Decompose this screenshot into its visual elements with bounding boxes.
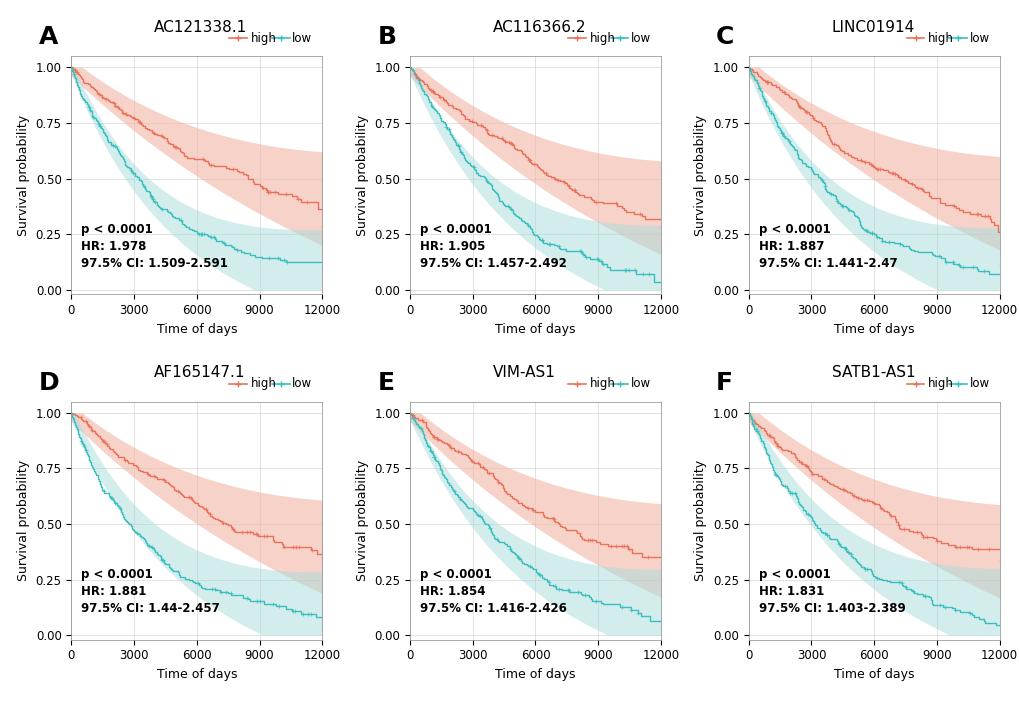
Text: VIM-AS1: VIM-AS1: [492, 365, 555, 380]
Text: high: high: [589, 378, 614, 390]
X-axis label: Time of days: Time of days: [834, 323, 913, 335]
Text: B: B: [377, 25, 396, 49]
Text: low: low: [630, 32, 650, 45]
Text: low: low: [968, 32, 988, 45]
Y-axis label: Survival probability: Survival probability: [17, 115, 31, 236]
Text: high: high: [927, 378, 953, 390]
X-axis label: Time of days: Time of days: [157, 323, 236, 335]
Text: SATB1-AS1: SATB1-AS1: [830, 365, 914, 380]
Y-axis label: Survival probability: Survival probability: [17, 460, 31, 581]
Y-axis label: Survival probability: Survival probability: [356, 460, 369, 581]
Text: low: low: [291, 378, 312, 390]
X-axis label: Time of days: Time of days: [834, 668, 913, 681]
Text: p < 0.0001
HR: 1.978
97.5% CI: 1.509-2.591: p < 0.0001 HR: 1.978 97.5% CI: 1.509-2.5…: [82, 223, 228, 270]
Text: p < 0.0001
HR: 1.887
97.5% CI: 1.441-2.47: p < 0.0001 HR: 1.887 97.5% CI: 1.441-2.4…: [758, 223, 897, 270]
Y-axis label: Survival probability: Survival probability: [356, 115, 369, 236]
X-axis label: Time of days: Time of days: [157, 668, 236, 681]
Text: p < 0.0001
HR: 1.854
97.5% CI: 1.416-2.426: p < 0.0001 HR: 1.854 97.5% CI: 1.416-2.4…: [420, 568, 567, 615]
Text: low: low: [968, 378, 988, 390]
Text: C: C: [715, 25, 734, 49]
Text: high: high: [251, 378, 276, 390]
Text: AF165147.1: AF165147.1: [154, 365, 246, 380]
Text: low: low: [291, 32, 312, 45]
Text: p < 0.0001
HR: 1.905
97.5% CI: 1.457-2.492: p < 0.0001 HR: 1.905 97.5% CI: 1.457-2.4…: [420, 223, 567, 270]
Text: F: F: [715, 370, 733, 394]
Y-axis label: Survival probability: Survival probability: [694, 115, 707, 236]
Text: high: high: [927, 32, 953, 45]
Text: p < 0.0001
HR: 1.831
97.5% CI: 1.403-2.389: p < 0.0001 HR: 1.831 97.5% CI: 1.403-2.3…: [758, 568, 905, 615]
Text: low: low: [630, 378, 650, 390]
X-axis label: Time of days: Time of days: [495, 323, 575, 335]
Text: high: high: [251, 32, 276, 45]
X-axis label: Time of days: Time of days: [495, 668, 575, 681]
Text: A: A: [39, 25, 58, 49]
Text: p < 0.0001
HR: 1.881
97.5% CI: 1.44-2.457: p < 0.0001 HR: 1.881 97.5% CI: 1.44-2.45…: [82, 568, 220, 615]
Text: D: D: [39, 370, 59, 394]
Text: E: E: [377, 370, 394, 394]
Text: AC116366.2: AC116366.2: [492, 20, 586, 35]
Text: AC121338.1: AC121338.1: [154, 20, 248, 35]
Text: high: high: [589, 32, 614, 45]
Text: LINC01914: LINC01914: [830, 20, 914, 35]
Y-axis label: Survival probability: Survival probability: [694, 460, 707, 581]
